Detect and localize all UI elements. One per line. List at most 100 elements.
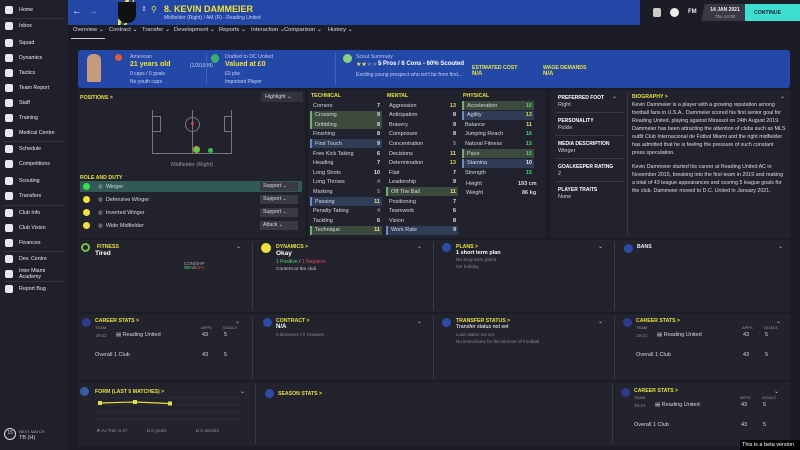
career-stats-title[interactable]: CAREER STATS > — [636, 318, 681, 324]
attribute-stamina[interactable]: Stamina 10 — [462, 158, 534, 168]
attribute-acceleration[interactable]: Acceleration 16 — [462, 101, 534, 110]
sidebar-item-squad[interactable]: Squad — [0, 36, 68, 50]
sidebar-item-home[interactable]: Home — [0, 3, 68, 17]
attribute-dribbling[interactable]: Dribbling 8 — [310, 120, 382, 130]
attribute-pace[interactable]: Pace 15 — [462, 149, 534, 158]
tab-comparison[interactable]: Comparison ⌄ — [284, 27, 322, 33]
attribute-natural-fitness[interactable]: Natural Fitness 15 — [465, 140, 532, 147]
attribute-heading[interactable]: Heading 7 — [313, 160, 380, 167]
role-row[interactable]: ◍ Inverted Winger Support ⌄ — [80, 207, 302, 218]
tab-overview[interactable]: Overview ⌄ — [73, 27, 104, 33]
attribute-long-throws[interactable]: Long Throws 4 — [313, 179, 380, 186]
fm-menu[interactable]: FM — [688, 9, 697, 15]
club-link[interactable]: ▤ Reading United — [655, 402, 700, 408]
sidebar-item-scouting[interactable]: Scouting — [0, 174, 68, 188]
plans-title[interactable]: PLANS > — [456, 244, 479, 250]
help-icon[interactable] — [670, 8, 679, 17]
sidebar-item-team-report[interactable]: Team Report — [0, 81, 68, 95]
next-match-value[interactable]: TB (H) — [19, 435, 36, 441]
dynamics-title[interactable]: DYNAMICS > — [276, 244, 309, 250]
form-title[interactable]: FORM (LAST 5 MATCHES) > — [95, 389, 165, 395]
attribute-positioning[interactable]: Positioning 7 — [389, 198, 456, 205]
tab-interaction[interactable]: Interaction ⌄ — [251, 27, 285, 33]
attribute-vision[interactable]: Vision 8 — [389, 217, 456, 224]
attribute-strength[interactable]: Strength 15 — [465, 169, 532, 176]
attribute-agility[interactable]: Agility 13 — [462, 110, 534, 120]
sidebar-item-transfers[interactable]: Transfers — [0, 189, 68, 203]
tab-development[interactable]: Development ⌄ — [174, 27, 215, 33]
attribute-penalty-taking[interactable]: Penalty Taking 4 — [313, 208, 380, 215]
attribute-off-the-ball[interactable]: Off The Ball 11 — [386, 187, 458, 197]
sidebar-item-tactics[interactable]: Tactics — [0, 66, 68, 80]
attribute-flair[interactable]: Flair 7 — [389, 169, 456, 176]
biography-title[interactable]: BIOGRAPHY > — [632, 94, 668, 100]
sidebar-item-club-info[interactable]: Club Info — [0, 206, 68, 220]
role-row[interactable]: ◍ Wide Midfielder Attack ⌄ — [80, 220, 302, 231]
sidebar-item-dev-centre[interactable]: Dev. Centre — [0, 252, 68, 266]
chevron-down-icon[interactable]: ⌄ — [417, 319, 423, 325]
attribute-aggression[interactable]: Aggression 13 — [389, 102, 456, 109]
career-stats-title[interactable]: CAREER STATS > — [634, 388, 679, 394]
career-stats-title[interactable]: CAREER STATS > — [95, 318, 140, 324]
duty-dropdown[interactable]: Support ⌄ — [260, 195, 298, 204]
tab-contract[interactable]: Contract ⌄ — [109, 27, 138, 33]
sidebar-item-staff[interactable]: Staff — [0, 96, 68, 110]
season-stats-title[interactable]: SEASON STATS > — [278, 391, 323, 397]
attribute-crossing[interactable]: Crossing 9 — [310, 110, 382, 120]
attribute-composure[interactable]: Composure 8 — [389, 131, 456, 138]
attribute-marking[interactable]: Marking 5 — [313, 188, 380, 195]
attribute-leadership[interactable]: Leadership 9 — [389, 179, 456, 186]
club-icon[interactable] — [653, 8, 661, 17]
sidebar-item-report-bug[interactable]: Report Bug — [0, 282, 68, 296]
sidebar-item-schedule[interactable]: Schedule — [0, 142, 68, 156]
back-icon[interactable]: ← — [72, 6, 82, 17]
duty-dropdown[interactable]: Support ⌄ — [260, 182, 298, 191]
contract-title[interactable]: CONTRACT > — [276, 318, 310, 324]
chevron-down-icon[interactable]: ⌄ — [776, 319, 782, 325]
attribute-work-rate[interactable]: Work Rate 9 — [386, 225, 458, 235]
sidebar-item-inter-miami-academy[interactable]: Inter Miami Academy — [0, 267, 68, 281]
sidebar-item-competitions[interactable]: Competitions — [0, 157, 68, 171]
transfer-title[interactable]: TRANSFER STATUS > — [456, 318, 511, 324]
duty-dropdown[interactable]: Attack ⌄ — [260, 221, 298, 230]
scout-desc[interactable]: Exciting young prospect who isn't far fr… — [356, 72, 462, 78]
chevron-down-icon[interactable]: ⌄ — [612, 94, 618, 100]
tab-history[interactable]: History ⌄ — [328, 27, 353, 33]
role-row[interactable]: ◍ Winger Support ⌄ — [80, 181, 302, 192]
chevron-down-icon[interactable]: ⌄ — [240, 389, 246, 395]
chevron-down-icon[interactable]: ⌄ — [236, 244, 242, 250]
chevron-down-icon[interactable]: ⌄ — [598, 319, 604, 325]
attribute-free-kick-taking[interactable]: Free Kick Taking 6 — [313, 150, 380, 157]
attribute-decisions[interactable]: Decisions 11 — [389, 150, 456, 157]
sidebar-item-inbox[interactable]: Inbox — [0, 19, 68, 33]
duty-dropdown[interactable]: Support ⌄ — [260, 208, 298, 217]
chevron-down-icon[interactable]: ⌄ — [417, 244, 423, 250]
sidebar-item-finances[interactable]: Finances — [0, 236, 68, 250]
attribute-jumping-reach[interactable]: Jumping Reach 16 — [465, 131, 532, 138]
tab-transfer[interactable]: Transfer ⌄ — [142, 27, 170, 33]
club-link[interactable]: ▤ Reading United — [657, 332, 702, 338]
club-link[interactable]: ▤ Reading United — [116, 332, 161, 338]
attribute-bravery[interactable]: Bravery 9 — [389, 121, 456, 128]
chevron-down-icon[interactable]: ⌄ — [598, 244, 604, 250]
attribute-corners[interactable]: Corners 7 — [313, 102, 380, 109]
positions-title[interactable]: POSITIONS > — [80, 95, 113, 101]
highlight-dropdown[interactable]: Highlight ⌄ — [261, 92, 303, 102]
sidebar-item-dynamics[interactable]: Dynamics — [0, 51, 68, 65]
tab-reports[interactable]: Reports ⌄ — [219, 27, 246, 33]
search-icon[interactable]: ⚲ — [151, 5, 157, 14]
sidebar-item-club-vision[interactable]: Club Vision — [0, 221, 68, 235]
chevron-down-icon[interactable]: ⌄ — [235, 319, 241, 325]
attribute-technique[interactable]: Technique 11 — [310, 225, 382, 235]
role-row[interactable]: ◍ Defensive Winger Support ⌄ — [80, 194, 302, 205]
sidebar-item-training[interactable]: Training — [0, 111, 68, 125]
forward-icon[interactable]: → — [88, 6, 98, 17]
chevron-down-icon[interactable]: ⌄ — [778, 244, 784, 250]
attribute-determination[interactable]: Determination 13 — [389, 160, 456, 167]
attribute-first-touch[interactable]: First Touch 9 — [310, 139, 382, 149]
attribute-tackling[interactable]: Tackling 6 — [313, 217, 380, 224]
player-switch-icon[interactable]: ⇕ — [141, 6, 147, 13]
continue-button[interactable] — [745, 4, 800, 21]
attribute-long-shots[interactable]: Long Shots 10 — [313, 169, 380, 176]
attribute-concentration[interactable]: Concentration 5 — [389, 140, 456, 147]
